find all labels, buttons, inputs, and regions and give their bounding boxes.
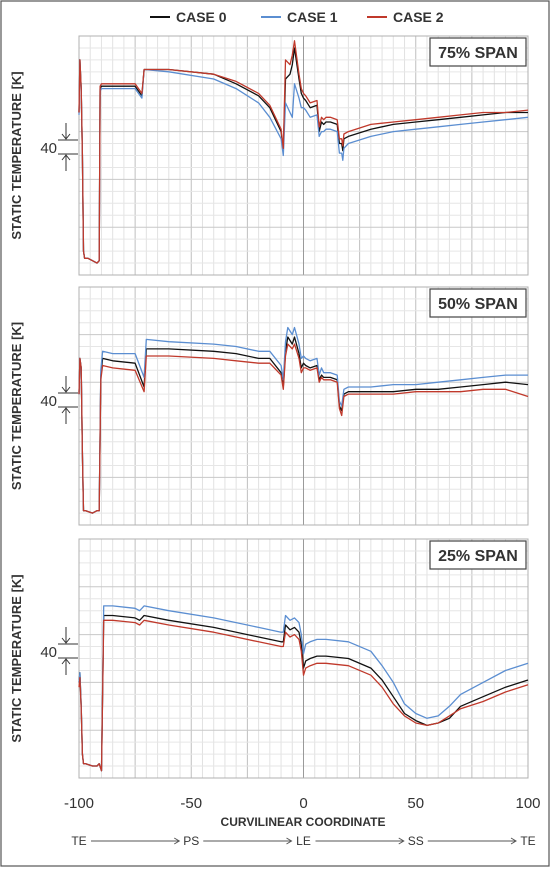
flow-label: TE [520, 834, 535, 848]
panel-title-box [429, 540, 527, 570]
panel-2: 25% SPAN STATIC TEMPERATURE [K] 40 [9, 538, 529, 779]
series-line-case-2 [78, 343, 529, 514]
flow-arrowhead [510, 837, 517, 845]
legend: CASE 0 CASE 1 CASE 2 [150, 9, 444, 25]
flow-arrowhead [398, 837, 405, 845]
interval-marker [58, 123, 78, 171]
plot-area [78, 35, 529, 276]
interval-marker [58, 627, 78, 675]
x-axis: -100 -50 0 50 100 CURVILINEAR COORDINATE [64, 795, 541, 829]
legend-label-1: CASE 1 [287, 9, 338, 25]
y-tick-label: 40 [40, 140, 57, 157]
legend-label-2: CASE 2 [393, 9, 444, 25]
flow-label: SS [408, 834, 424, 848]
x-tick-label: 50 [407, 795, 424, 812]
series-line-case-2 [78, 619, 529, 772]
panel-title-box [429, 37, 527, 67]
plot-area [78, 286, 529, 526]
flow-arrowhead [173, 837, 181, 845]
panel-1: 50% SPAN STATIC TEMPERATURE [K] 40 [9, 286, 529, 526]
panel-0: 75% SPAN STATIC TEMPERATURE [K] 40 [9, 35, 529, 276]
y-tick-label: 40 [40, 644, 57, 661]
flow-arrowhead [286, 837, 293, 845]
flow-direction-row: TE PS LE SS TE [71, 834, 535, 848]
flow-label: TE [71, 834, 86, 848]
x-axis-label: CURVILINEAR COORDINATE [221, 815, 386, 829]
y-axis-label: STATIC TEMPERATURE [K] [9, 574, 24, 742]
flow-label: LE [296, 834, 311, 848]
x-tick-label: -50 [180, 795, 202, 812]
interval-marker [58, 376, 78, 424]
plot-area [78, 538, 529, 779]
y-tick-label: 40 [40, 393, 57, 410]
flow-label: PS [183, 834, 199, 848]
series-line-case-2 [78, 40, 529, 264]
panel-title: 50% SPAN [438, 296, 518, 313]
x-tick-label: 100 [515, 795, 540, 812]
x-tick-label: 0 [299, 795, 307, 812]
legend-label-0: CASE 0 [176, 9, 227, 25]
panel-title: 25% SPAN [438, 548, 518, 565]
panel-title-box [429, 288, 527, 318]
panel-title: 75% SPAN [438, 45, 518, 62]
y-axis-label: STATIC TEMPERATURE [K] [9, 71, 24, 239]
y-axis-label: STATIC TEMPERATURE [K] [9, 322, 24, 490]
x-tick-label: -100 [64, 795, 94, 812]
